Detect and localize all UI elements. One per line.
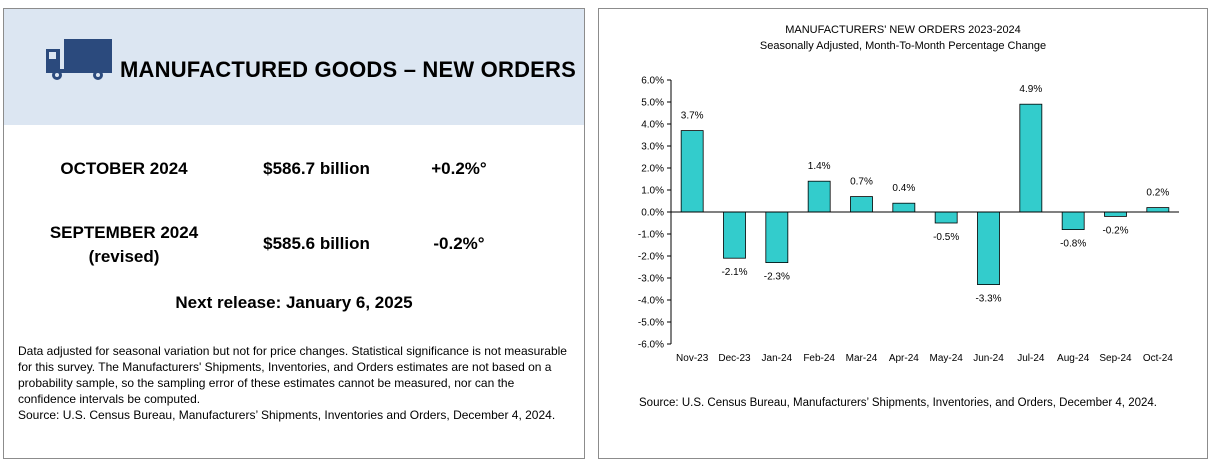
row-label-previous: SEPTEMBER 2024 (revised)	[29, 221, 219, 269]
chart-panel: MANUFACTURERS' NEW ORDERS 2023-2024 Seas…	[598, 8, 1208, 459]
row-label-previous-line2: (revised)	[88, 247, 160, 266]
summary-panel: MANUFACTURED GOODS – NEW ORDERS OCTOBER …	[3, 8, 585, 459]
bar	[680, 130, 704, 213]
footnote-source: Source: U.S. Census Bureau, Manufacturer…	[18, 408, 556, 422]
chart-title: MANUFACTURERS' NEW ORDERS 2023-2024	[785, 24, 1021, 36]
x-tick-label: Oct-24	[1143, 353, 1173, 364]
data-label: 0.2%	[1146, 188, 1169, 199]
data-label: -0.5%	[933, 232, 959, 243]
y-tick-label: 4.0%	[641, 120, 664, 131]
data-label: 1.4%	[808, 161, 831, 172]
data-label: 0.4%	[892, 183, 915, 194]
bar	[765, 211, 789, 263]
row-label-current: OCTOBER 2024	[60, 159, 188, 178]
bar	[1104, 211, 1127, 217]
summary-title: MANUFACTURED GOODS – NEW ORDERS	[120, 57, 576, 82]
y-tick-label: 2.0%	[641, 164, 664, 175]
summary-header: MANUFACTURED GOODS – NEW ORDERS	[4, 9, 584, 125]
footnote: Data adjusted for seasonal variation but…	[18, 343, 573, 423]
bar	[977, 211, 1000, 285]
y-tick-label: -6.0%	[638, 340, 664, 351]
row-change-current: +0.2%°	[431, 159, 487, 178]
x-tick-label: Mar-24	[846, 353, 878, 364]
data-label: -2.3%	[764, 272, 790, 283]
y-tick-label: 3.0%	[641, 142, 664, 153]
truck-icon	[46, 39, 112, 80]
data-label: 3.7%	[681, 111, 704, 122]
data-label: -3.3%	[975, 294, 1001, 305]
x-tick-label: Jul-24	[1017, 353, 1045, 364]
row-change-previous: -0.2%°	[433, 234, 485, 253]
chart-subtitle: Seasonally Adjusted, Month-To-Month Perc…	[759, 40, 1047, 52]
y-tick-label: 6.0%	[641, 76, 664, 87]
row-label-previous-line1: SEPTEMBER 2024	[49, 223, 199, 242]
y-tick-label: 1.0%	[641, 186, 664, 197]
footnote-methodology: Data adjusted for seasonal variation but…	[18, 344, 567, 406]
y-tick-label: -5.0%	[638, 318, 664, 329]
bar	[1061, 211, 1085, 231]
y-tick-label: 0.0%	[641, 208, 664, 219]
x-tick-label: Sep-24	[1099, 353, 1132, 364]
data-label: 4.9%	[1019, 84, 1042, 95]
y-tick-label: 5.0%	[641, 98, 664, 109]
bar	[807, 180, 831, 213]
bar	[723, 211, 746, 259]
y-tick-label: -1.0%	[638, 230, 664, 241]
x-tick-label: Nov-23	[676, 353, 709, 364]
next-release: Next release: January 6, 2025	[175, 293, 413, 312]
row-value-previous: $585.6 billion	[263, 234, 370, 253]
data-label: -0.2%	[1102, 225, 1128, 236]
y-tick-label: -2.0%	[638, 252, 664, 263]
y-tick-label: -4.0%	[638, 296, 664, 307]
chart-source: Source: U.S. Census Bureau, Manufacturer…	[639, 397, 1157, 409]
bar	[1019, 103, 1043, 213]
x-tick-label: Aug-24	[1057, 353, 1090, 364]
data-label: -2.1%	[721, 267, 747, 278]
data-label: -0.8%	[1060, 239, 1086, 250]
data-label: 0.7%	[850, 177, 873, 188]
y-tick-label: -3.0%	[638, 274, 664, 285]
row-value-current: $586.7 billion	[263, 159, 370, 178]
x-tick-label: Jun-24	[973, 353, 1004, 364]
bar	[892, 202, 916, 213]
x-tick-label: Apr-24	[889, 353, 919, 364]
x-tick-label: May-24	[929, 353, 963, 364]
bar	[934, 211, 958, 224]
bar	[850, 196, 873, 213]
bar	[1146, 207, 1170, 213]
x-tick-label: Feb-24	[803, 353, 835, 364]
bar-chart: 6.0% 5.0% 4.0% 3.0% 2.0% 1.0% 0.0% -1.0% -2.0% -3…	[638, 76, 1179, 364]
x-tick-label: Dec-23	[718, 353, 751, 364]
x-tick-label: Jan-24	[762, 353, 793, 364]
